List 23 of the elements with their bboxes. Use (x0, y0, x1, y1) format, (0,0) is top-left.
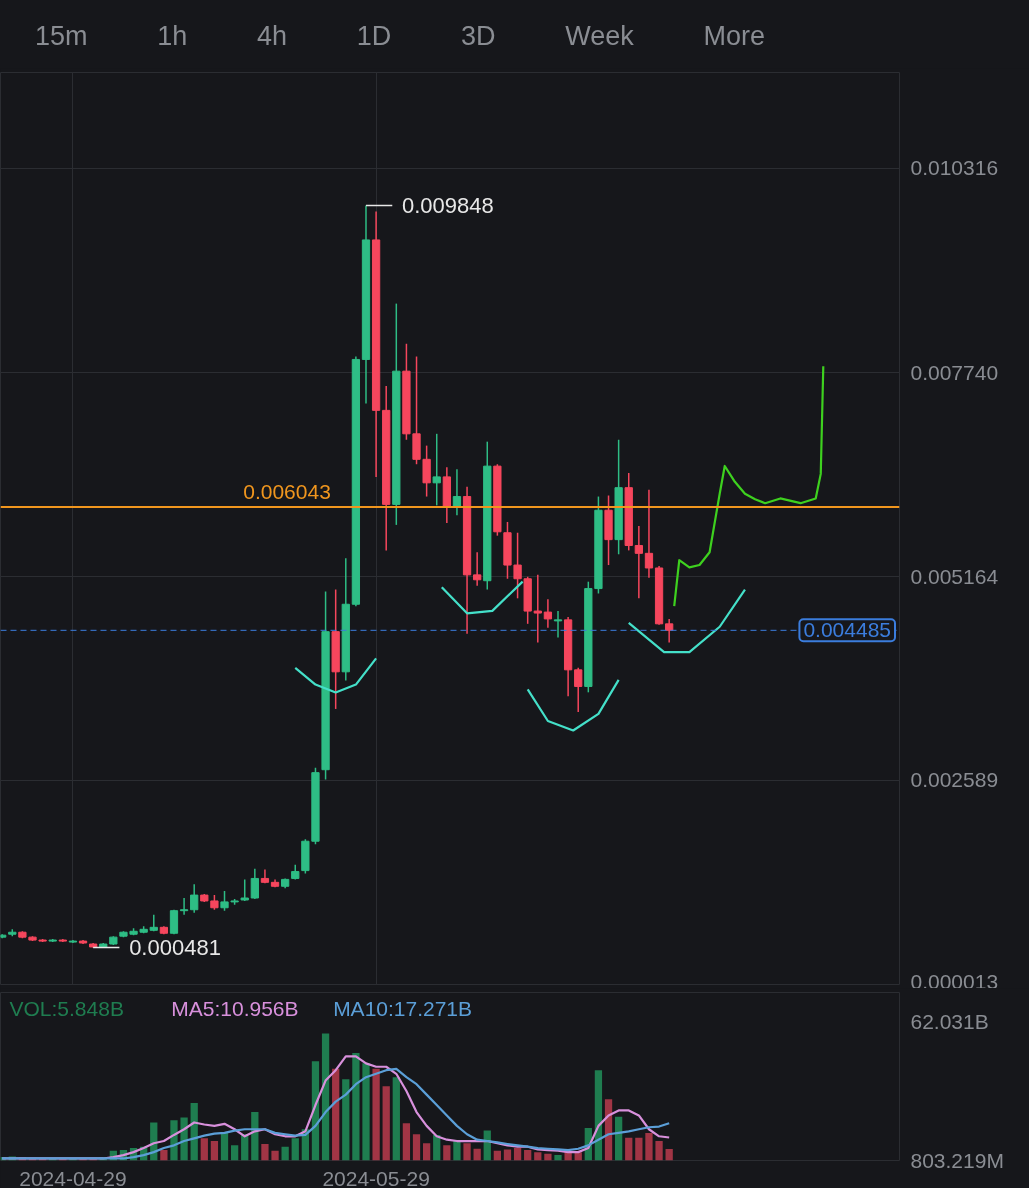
annotation: 0.000481 (129, 934, 221, 960)
y-tick-label: 0.000013 (910, 969, 999, 993)
text: 1D (356, 20, 392, 53)
text: VOL:5.848B (9, 996, 124, 1020)
text: 4h (256, 20, 288, 53)
y-tick-label: 0.002589 (910, 768, 999, 792)
ref-line-label: 0.004485 (803, 618, 892, 642)
y-tick-label: 62.031B (910, 1010, 989, 1034)
y-tick-label: 0.007740 (910, 360, 999, 384)
text: 15m (35, 20, 88, 53)
text: Week (565, 20, 634, 53)
text: MA5:10.956B (171, 996, 299, 1020)
x-tick-label: 2024-05-29 (322, 1166, 430, 1190)
text: More (703, 20, 765, 53)
annotation: 0.009848 (402, 193, 494, 219)
y-tick-label: 0.010316 (910, 156, 999, 180)
y-tick-label: 803.219M (910, 1149, 1004, 1172)
ref-line-label: 0.006043 (243, 479, 331, 503)
text: 3D (460, 20, 496, 53)
y-tick-label: 0.005164 (910, 564, 999, 588)
text: MA10:17.271B (333, 996, 473, 1020)
x-tick-label: 2024-04-29 (19, 1166, 127, 1190)
text: 1h (157, 20, 188, 53)
